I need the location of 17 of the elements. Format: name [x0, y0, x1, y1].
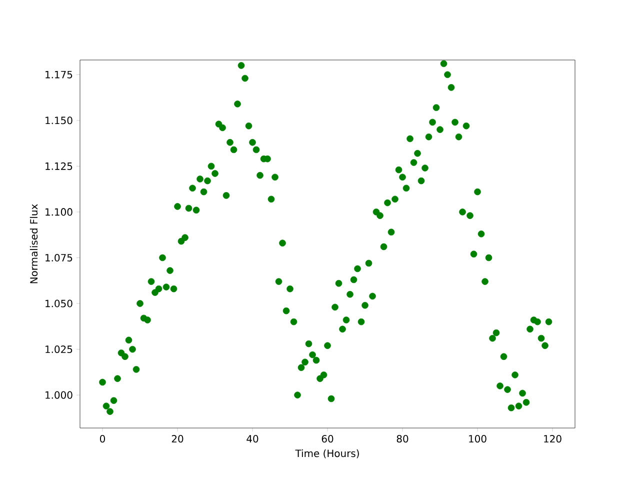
- y-tick-label: 1.100: [46, 208, 72, 216]
- x-tick-label: 40: [246, 435, 258, 443]
- x-tick-label: 100: [469, 435, 486, 443]
- y-tick-label: 1.150: [46, 116, 72, 124]
- x-tick-label: 80: [396, 435, 408, 443]
- x-tick-label: 120: [544, 435, 562, 443]
- x-axis-title: Time (Hours): [295, 449, 359, 458]
- x-tick-label: 60: [322, 435, 334, 443]
- x-tick-label: 20: [172, 435, 184, 443]
- y-tick-label: 1.000: [46, 391, 72, 399]
- x-tick-label: 0: [100, 435, 106, 443]
- y-tick-label: 1.175: [46, 70, 72, 78]
- y-tick-label: 1.075: [46, 254, 72, 262]
- y-tick-label: 1.050: [46, 300, 72, 308]
- y-tick-label: 1.025: [46, 345, 72, 354]
- y-tick-label: 1.125: [46, 162, 72, 170]
- y-axis-title: Normalised Flux: [30, 204, 38, 284]
